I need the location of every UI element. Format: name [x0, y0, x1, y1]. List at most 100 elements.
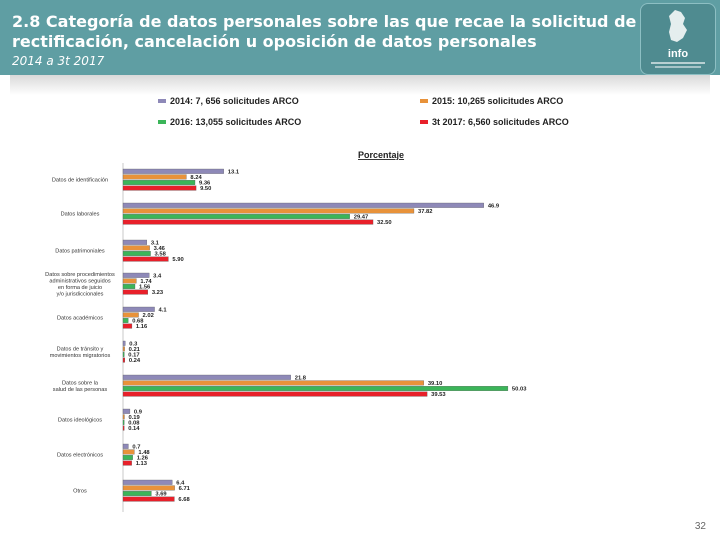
bar [122, 289, 149, 295]
data-label: 0.9 [134, 409, 143, 415]
bar [122, 391, 428, 397]
legend-label: 3t 2017: 6,560 solicitudes ARCO [432, 117, 569, 127]
data-label: 1.74 [140, 279, 152, 285]
category-label: Datos laborales [61, 212, 100, 218]
info-logo: info [640, 3, 716, 75]
city-map-icon [651, 10, 705, 68]
category-label: Datos patrimoniales [55, 249, 105, 255]
data-label: 3.4 [153, 273, 162, 279]
slide-subtitle: 2014 a 3t 2017 [12, 54, 105, 68]
bar [122, 174, 187, 180]
data-label: 1.13 [136, 461, 148, 467]
bar [122, 202, 484, 208]
bar [122, 408, 131, 414]
data-label: 0.7 [132, 444, 140, 450]
data-label: 9.36 [199, 181, 211, 187]
data-label: 13.1 [228, 169, 240, 175]
data-label: 0.14 [128, 426, 140, 432]
page-number: 32 [694, 521, 706, 532]
data-label: 3.1 [151, 240, 160, 246]
data-label: 39.53 [431, 392, 446, 398]
data-label: 1.48 [138, 450, 150, 456]
bar [122, 306, 155, 312]
data-label: 0.68 [132, 319, 144, 325]
data-label: 0.24 [129, 358, 141, 364]
bar [122, 239, 148, 245]
slide-title-line-1: 2.8 Categoría de datos personales sobre … [12, 12, 710, 31]
data-label: 8.24 [190, 175, 202, 181]
bar [122, 352, 125, 357]
bar [122, 374, 291, 380]
legend-swatch [420, 99, 428, 103]
data-label: 0.3 [129, 341, 138, 347]
data-label: 9.50 [200, 186, 211, 192]
data-label: 3.69 [155, 492, 167, 498]
data-label: 4.1 [159, 307, 168, 313]
bar [122, 323, 133, 329]
category-label: administrativos seguidos [49, 278, 110, 284]
legend-label: 2015: 10,265 solicitudes ARCO [432, 96, 563, 106]
data-label: 1.56 [139, 285, 151, 291]
bar [122, 449, 135, 455]
bar [122, 312, 139, 318]
category-label: y/o jurisdiccionales [57, 291, 104, 297]
data-label: 29.47 [354, 215, 369, 221]
slide-header: 2.8 Categoría de datos personales sobre … [0, 0, 720, 75]
data-label: 50.03 [512, 387, 527, 393]
data-label: 46.9 [488, 203, 500, 209]
data-label: 1.16 [136, 324, 148, 330]
data-label: 3.58 [155, 252, 167, 258]
category-label: Datos ideológicos [58, 418, 102, 424]
bar [122, 318, 129, 323]
data-label: 37.82 [418, 209, 433, 215]
bar [122, 278, 137, 284]
legend-swatch [158, 120, 166, 124]
category-label: Datos sobre la [62, 380, 99, 386]
bar [122, 245, 150, 251]
bar [122, 219, 374, 225]
header-shadow [10, 75, 710, 95]
bar [122, 256, 169, 262]
data-label: 1.26 [137, 456, 149, 462]
chart-title: Porcentaje [358, 150, 404, 160]
data-label: 32.50 [377, 220, 392, 226]
bar [122, 357, 125, 363]
category-label: en forma de juicio [58, 285, 102, 291]
bar [122, 214, 350, 219]
logo-text: info [667, 48, 689, 60]
bar [122, 479, 173, 485]
category-label: Datos académicos [57, 316, 103, 322]
bar [122, 455, 133, 460]
category-label: Datos electrónicos [57, 453, 103, 459]
bar [122, 208, 415, 214]
legend-label: 2016: 13,055 solicitudes ARCO [170, 117, 301, 127]
bar [122, 414, 125, 420]
bar [122, 185, 197, 191]
legend-swatch [158, 99, 166, 103]
bar [122, 386, 509, 391]
data-label: 6.4 [176, 480, 185, 486]
bar [122, 420, 125, 425]
bar [122, 346, 125, 352]
data-label: 6.71 [179, 486, 191, 492]
data-label: 0.21 [129, 347, 141, 353]
slide-title-line-2: rectificación, cancelación u oposición d… [12, 32, 537, 51]
bar [122, 491, 152, 496]
data-label: 3.46 [154, 246, 166, 252]
bar [122, 272, 150, 278]
category-label: Otros [73, 489, 87, 495]
legend-swatch [420, 120, 428, 124]
category-label: Datos de identificación [52, 178, 108, 184]
bar [122, 460, 132, 466]
data-label: 3.23 [152, 290, 164, 296]
legend-label: 2014: 7, 656 solicitudes ARCO [170, 96, 299, 106]
data-label: 0.08 [128, 421, 140, 427]
bar [122, 380, 424, 386]
data-label: 39.10 [428, 381, 443, 387]
category-label: Datos de tránsito y [57, 346, 104, 352]
data-label: 2.02 [143, 313, 154, 319]
data-label: 0.17 [128, 353, 139, 359]
data-label: 0.19 [128, 415, 140, 421]
bar [122, 168, 224, 174]
